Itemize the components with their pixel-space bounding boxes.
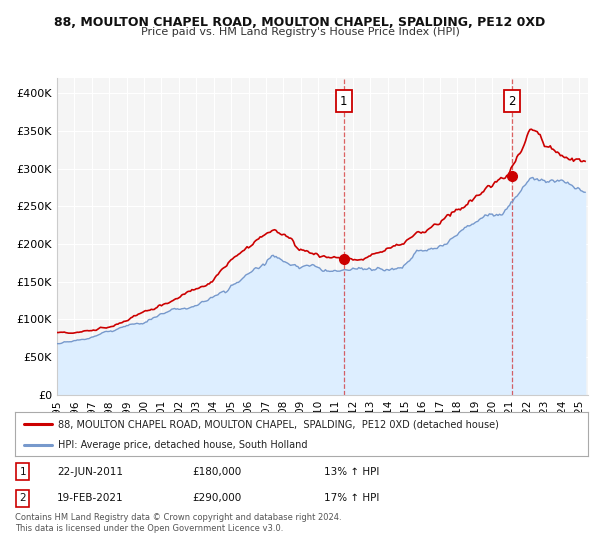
Text: 22-JUN-2011: 22-JUN-2011 <box>57 466 123 477</box>
Text: Price paid vs. HM Land Registry's House Price Index (HPI): Price paid vs. HM Land Registry's House … <box>140 27 460 37</box>
Text: 17% ↑ HPI: 17% ↑ HPI <box>324 493 379 503</box>
Text: £290,000: £290,000 <box>192 493 241 503</box>
Text: 88, MOULTON CHAPEL ROAD, MOULTON CHAPEL,  SPALDING,  PE12 0XD (detached house): 88, MOULTON CHAPEL ROAD, MOULTON CHAPEL,… <box>58 419 499 429</box>
Text: HPI: Average price, detached house, South Holland: HPI: Average price, detached house, Sout… <box>58 440 307 450</box>
Text: 19-FEB-2021: 19-FEB-2021 <box>57 493 124 503</box>
Text: 2: 2 <box>508 95 515 108</box>
Text: 1: 1 <box>19 466 26 477</box>
Text: This data is licensed under the Open Government Licence v3.0.: This data is licensed under the Open Gov… <box>15 524 283 533</box>
Text: 88, MOULTON CHAPEL ROAD, MOULTON CHAPEL, SPALDING, PE12 0XD: 88, MOULTON CHAPEL ROAD, MOULTON CHAPEL,… <box>55 16 545 29</box>
Text: 1: 1 <box>340 95 347 108</box>
Text: £180,000: £180,000 <box>192 466 241 477</box>
Text: 2: 2 <box>19 493 26 503</box>
Text: 13% ↑ HPI: 13% ↑ HPI <box>324 466 379 477</box>
Text: Contains HM Land Registry data © Crown copyright and database right 2024.: Contains HM Land Registry data © Crown c… <box>15 513 341 522</box>
